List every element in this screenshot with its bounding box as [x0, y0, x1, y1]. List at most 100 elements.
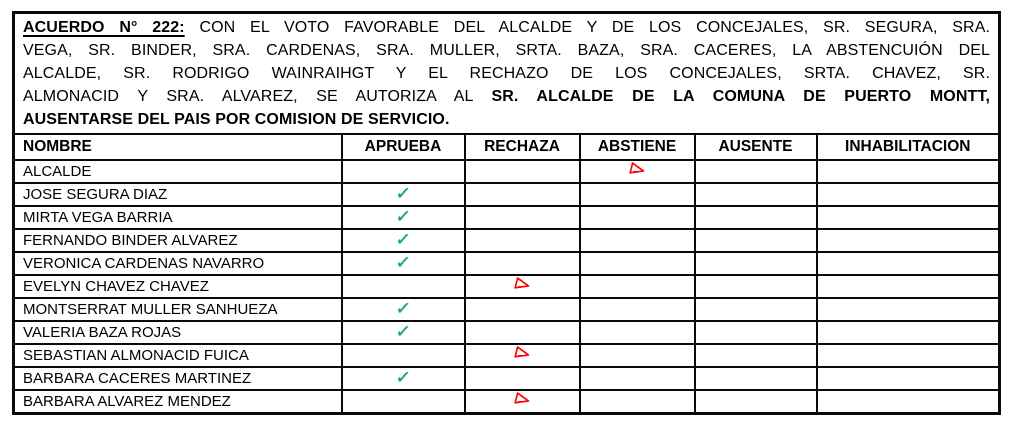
text-segment: CON EL VOTO FAVORABLE DEL ALCALDE Y DE L… [184, 19, 991, 36]
member-name: MONTSERRAT MULLER SANHUEZA [12, 297, 343, 322]
vote-cell-aprueba: ✓ [340, 205, 466, 230]
vote-cell-inhabilitacion [815, 274, 1001, 299]
vote-cell-ausente [693, 228, 818, 253]
vote-cell-ausente [693, 389, 818, 415]
member-name: ALCALDE [12, 159, 343, 184]
check-icon: ✓ [394, 299, 412, 318]
text-segment: SR. ALCALDE DE LA COMUNA DE PUERTO MONTT… [491, 88, 991, 105]
member-name: BARBARA CACERES MARTINEZ [12, 366, 343, 391]
vote-cell-abstiene [578, 343, 696, 368]
table-row: VERONICA CARDENAS NAVARRO ✓ [12, 251, 1001, 276]
text-segment: ACUERDO N° 222: [23, 19, 185, 36]
vote-cell-aprueba: ✓ [340, 182, 466, 207]
vote-cell-aprueba: ✓ [340, 251, 466, 276]
vote-cell-aprueba: ✓ [340, 228, 466, 253]
table-row: FERNANDO BINDER ALVAREZ ✓ [12, 228, 1001, 253]
vote-cell-abstiene [578, 251, 696, 276]
vote-cell-inhabilitacion [815, 251, 1001, 276]
paragraph-row: ACUERDO N° 222: CON EL VOTO FAVORABLE DE… [12, 11, 1001, 135]
vote-cell-inhabilitacion [815, 228, 1001, 253]
vote-cell-abstiene [578, 205, 696, 230]
vote-cell-ausente [693, 366, 818, 391]
text-segment: ALMONACID Y SRA. ALVAREZ, SE AUTORIZA AL [23, 88, 492, 105]
table-row: BARBARA CACERES MARTINEZ ✓ [12, 366, 1001, 391]
vote-cell-abstiene [578, 159, 696, 184]
vote-cell-ausente [693, 297, 818, 322]
table-row: VALERIA BAZA ROJAS ✓ [12, 320, 1001, 345]
table-row: MIRTA VEGA BARRIA ✓ [12, 205, 1001, 230]
vote-cell-rechaza [463, 205, 581, 230]
vote-cell-aprueba: ✓ [340, 366, 466, 391]
table-row: JOSE SEGURA DIAZ ✓ [12, 182, 1001, 207]
text-segment: VEGA, SR. BINDER, SRA. CARDENAS, SRA. MU… [23, 42, 991, 59]
vote-cell-rechaza [463, 366, 581, 391]
vote-cell-aprueba: ✓ [340, 320, 466, 345]
vote-cell-rechaza [463, 159, 581, 184]
acuerdo-paragraph: ACUERDO N° 222: CON EL VOTO FAVORABLE DE… [12, 11, 1001, 135]
check-icon: ✓ [394, 207, 412, 226]
paragraph-line: VEGA, SR. BINDER, SRA. CARDENAS, SRA. MU… [23, 39, 990, 62]
vote-cell-ausente [693, 251, 818, 276]
acuerdo-table-body: ACUERDO N° 222: CON EL VOTO FAVORABLE DE… [12, 11, 1001, 415]
vote-cell-ausente [693, 205, 818, 230]
check-icon: ✓ [394, 368, 412, 387]
table-row: MONTSERRAT MULLER SANHUEZA ✓ [12, 297, 1001, 322]
member-name: VALERIA BAZA ROJAS [12, 320, 343, 345]
paragraph-line: ACUERDO N° 222: CON EL VOTO FAVORABLE DE… [23, 16, 990, 39]
vote-cell-aprueba [340, 389, 466, 415]
vote-cell-inhabilitacion [815, 343, 1001, 368]
check-icon: ✓ [394, 184, 412, 203]
column-header-nombre: NOMBRE [12, 133, 343, 161]
vote-cell-ausente [693, 182, 818, 207]
vote-cell-ausente [693, 159, 818, 184]
vote-cell-rechaza [463, 297, 581, 322]
vote-cell-abstiene [578, 274, 696, 299]
vote-cell-inhabilitacion [815, 366, 1001, 391]
text-segment: AUSENTARSE DEL PAIS POR COMISION DE SERV… [23, 111, 450, 128]
member-name: JOSE SEGURA DIAZ [12, 182, 343, 207]
vote-cell-inhabilitacion [815, 389, 1001, 415]
column-header-rechaza: RECHAZA [463, 133, 581, 161]
member-name: SEBASTIAN ALMONACID FUICA [12, 343, 343, 368]
column-header-abstiene: ABSTIENE [578, 133, 696, 161]
table-row: BARBARA ALVAREZ MENDEZ [12, 389, 1001, 415]
arrowhead-icon [513, 391, 531, 407]
member-name: EVELYN CHAVEZ CHAVEZ [12, 274, 343, 299]
vote-cell-aprueba [340, 274, 466, 299]
vote-cell-ausente [693, 343, 818, 368]
arrowhead-icon [628, 162, 646, 177]
vote-cell-abstiene [578, 366, 696, 391]
vote-cell-abstiene [578, 182, 696, 207]
vote-cell-inhabilitacion [815, 297, 1001, 322]
vote-cell-abstiene [578, 297, 696, 322]
vote-cell-ausente [693, 274, 818, 299]
arrowhead-icon [513, 277, 531, 292]
vote-cell-inhabilitacion [815, 320, 1001, 345]
vote-cell-rechaza [463, 320, 581, 345]
member-name: BARBARA ALVAREZ MENDEZ [12, 389, 343, 415]
paragraph-line: ALMONACID Y SRA. ALVAREZ, SE AUTORIZA AL… [23, 85, 990, 108]
member-name: VERONICA CARDENAS NAVARRO [12, 251, 343, 276]
vote-cell-aprueba [340, 159, 466, 184]
vote-cell-rechaza [463, 274, 581, 299]
text-segment: ALCALDE, SR. RODRIGO WAINRAIHGT Y EL REC… [23, 65, 991, 82]
table-row: SEBASTIAN ALMONACID FUICA [12, 343, 1001, 368]
vote-cell-aprueba [340, 343, 466, 368]
check-icon: ✓ [394, 230, 412, 249]
member-name: MIRTA VEGA BARRIA [12, 205, 343, 230]
check-icon: ✓ [394, 322, 412, 341]
member-name: FERNANDO BINDER ALVAREZ [12, 228, 343, 253]
column-header-aprueba: APRUEBA [340, 133, 466, 161]
vote-cell-abstiene [578, 228, 696, 253]
vote-cell-rechaza [463, 251, 581, 276]
vote-cell-rechaza [463, 389, 581, 415]
acuerdo-table: ACUERDO N° 222: CON EL VOTO FAVORABLE DE… [12, 11, 1002, 415]
vote-cell-rechaza [463, 228, 581, 253]
column-header-inhabilitacion: INHABILITACION [815, 133, 1001, 161]
vote-cell-rechaza [463, 343, 581, 368]
vote-cell-inhabilitacion [815, 159, 1001, 184]
table-header-row: NOMBRE APRUEBA RECHAZA ABSTIENE AUSENTE … [12, 133, 1001, 161]
vote-cell-aprueba: ✓ [340, 297, 466, 322]
vote-cell-ausente [693, 320, 818, 345]
